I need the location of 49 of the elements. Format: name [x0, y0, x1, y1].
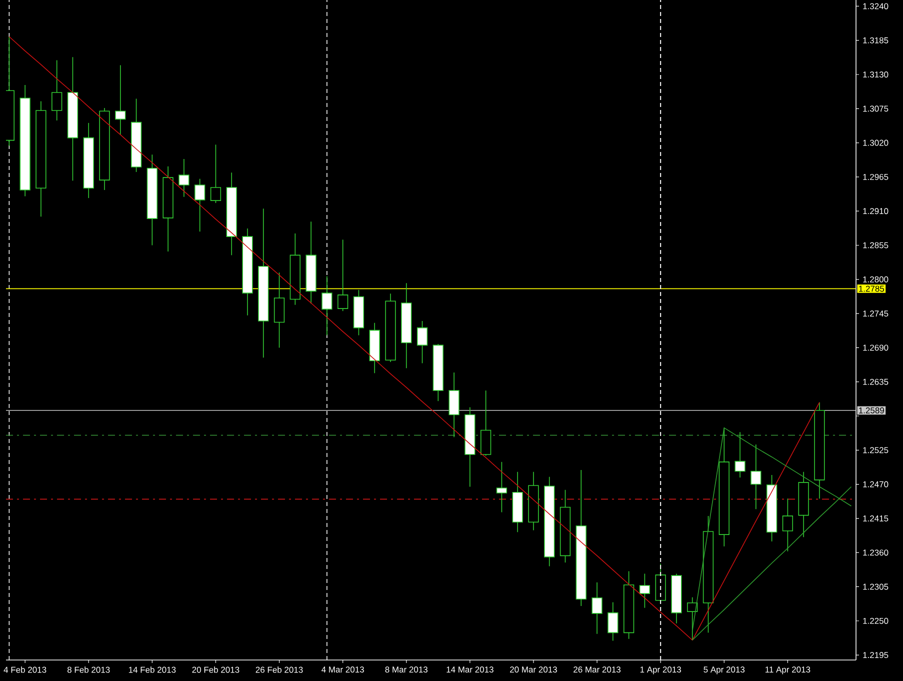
- ref-line-label: 1.2589: [859, 407, 884, 414]
- candlestick: [416, 320, 428, 364]
- candlestick: [194, 178, 206, 232]
- x-tick-label: 1 Apr 2013: [640, 666, 681, 674]
- y-tick-label: 1.3240: [863, 3, 888, 10]
- y-tick-label: 1.2415: [863, 515, 888, 522]
- y-tick-label: 1.2195: [863, 652, 888, 658]
- x-tick-label: 5 Apr 2013: [704, 666, 745, 674]
- x-tick-label: 8 Mar 2013: [385, 666, 428, 673]
- x-tick-label: 11 Apr 2013: [765, 666, 810, 674]
- x-tick-label: 4 Feb 2013: [4, 666, 46, 673]
- y-tick-label: 1.3185: [863, 37, 888, 44]
- candlestick: [782, 498, 794, 552]
- x-tick-label: 20 Feb 2013: [192, 666, 240, 673]
- y-tick-label: 1.2745: [863, 310, 888, 317]
- y-tick-label: 1.2250: [863, 618, 888, 624]
- y-tick-label: 1.2470: [863, 481, 888, 488]
- candlestick: [210, 144, 222, 204]
- candlestick: [178, 158, 190, 198]
- candlestick: [687, 596, 698, 641]
- candlestick: [52, 60, 62, 121]
- x-tick-label: 26 Mar 2013: [574, 666, 621, 673]
- candlestick: [639, 573, 650, 608]
- x-tick-label: 14 Feb 2013: [128, 666, 176, 673]
- x-tick-label: 26 Feb 2013: [256, 666, 303, 673]
- candlestick: [750, 444, 762, 510]
- y-tick-label: 1.2690: [863, 344, 888, 351]
- y-tick-label: 1.2800: [863, 276, 888, 282]
- y-tick-label: 1.3075: [863, 106, 888, 112]
- y-tick-label: 1.3020: [863, 140, 888, 146]
- candlestick: [592, 582, 602, 634]
- y-tick-label: 1.2360: [863, 550, 888, 556]
- candlestick: [608, 602, 618, 642]
- candlestick: [115, 64, 126, 136]
- y-tick-label: 1.2635: [863, 378, 888, 385]
- y-tick-label: 1.2305: [863, 584, 888, 590]
- x-tick-label: 20 Mar 2013: [510, 666, 557, 673]
- x-tick-label: 8 Feb 2013: [67, 666, 110, 673]
- x-tick-label: 4 Mar 2013: [322, 666, 364, 673]
- y-tick-label: 1.2855: [863, 242, 888, 248]
- candlestick: [496, 462, 508, 513]
- y-tick-label: 1.2910: [863, 208, 888, 214]
- y-tick-label: 1.3130: [863, 72, 888, 78]
- candlestick: [734, 432, 746, 478]
- y-tick-label: 1.2965: [863, 174, 888, 180]
- y-tick-label: 1.2525: [863, 447, 888, 454]
- x-tick-label: 14 Mar 2013: [446, 666, 494, 673]
- candlestick: [338, 239, 348, 312]
- ref-line-label: 1.2785: [859, 286, 884, 292]
